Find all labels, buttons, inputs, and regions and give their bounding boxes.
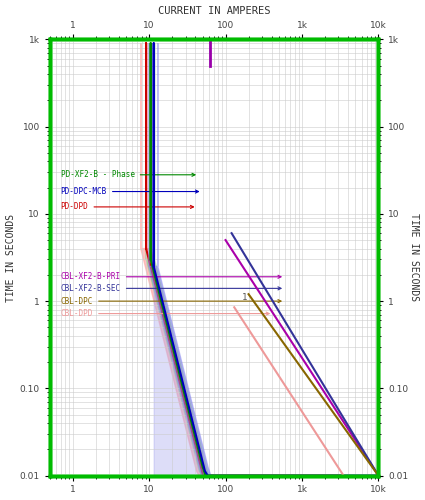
Text: 1: 1 (241, 293, 247, 302)
Text: CBL-XF2-B-SEC: CBL-XF2-B-SEC (61, 284, 281, 293)
Text: PD-DPC-MCB: PD-DPC-MCB (61, 187, 198, 196)
Polygon shape (149, 43, 379, 476)
Text: PD-XF2-B - Phase: PD-XF2-B - Phase (61, 170, 195, 179)
Text: PD-DPD: PD-DPD (61, 202, 193, 211)
Title: CURRENT IN AMPERES: CURRENT IN AMPERES (158, 6, 270, 16)
Y-axis label: TIME IN SECONDS: TIME IN SECONDS (409, 214, 419, 302)
Text: CBL-DPD: CBL-DPD (61, 309, 269, 318)
Polygon shape (141, 43, 341, 476)
Text: CBL-XF2-B-PRI: CBL-XF2-B-PRI (61, 272, 281, 281)
Text: CBL-DPC: CBL-DPC (61, 296, 281, 306)
Y-axis label: TIME IN SECONDS: TIME IN SECONDS (6, 214, 16, 302)
Polygon shape (146, 43, 379, 476)
